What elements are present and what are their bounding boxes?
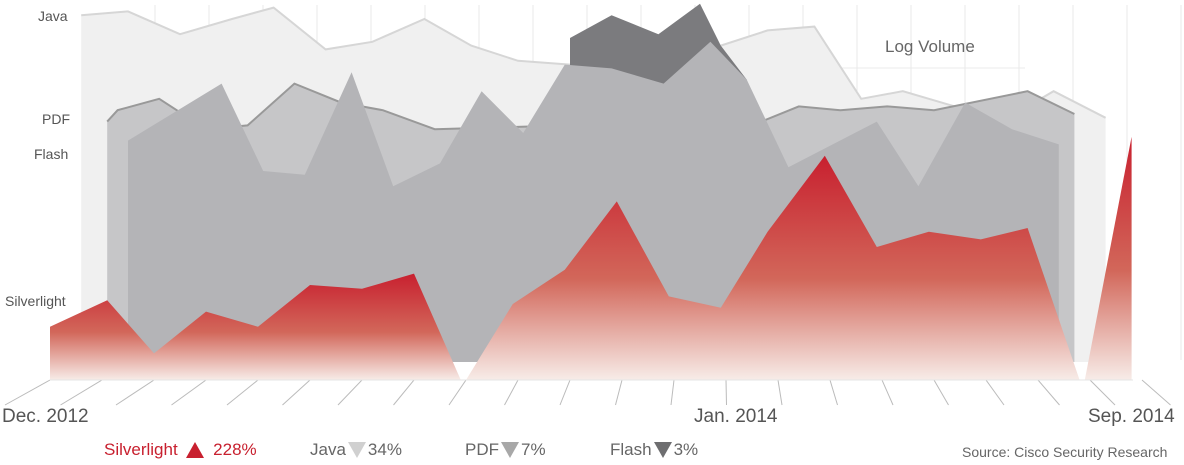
arrow-down-icon [501,442,519,458]
legend-name: Java [310,440,346,459]
x-tick [171,379,207,406]
series-silverlight [466,155,1080,380]
x-tick [282,379,311,406]
legend-silverlight: Silverlight 228% [104,440,257,460]
x-tick [615,379,623,406]
series-silverlight [50,273,461,380]
arrow-down-icon [347,442,366,458]
legend-change: 3% [673,440,699,459]
x-tick [559,379,571,406]
y-label-flash: Flash [34,146,69,162]
source-note: Source: Cisco Security Research [962,444,1168,460]
x-tick [881,379,894,406]
x-tick [448,379,467,406]
x-tick [777,379,783,406]
x-tick [226,379,259,406]
x-tick [1037,379,1060,406]
y-label-java: Java [38,8,68,24]
x-tick [1089,379,1116,406]
y-label-pdf: PDF [42,111,70,127]
series-silverlight [1084,136,1132,380]
x-tick [504,379,519,406]
x-tick [670,379,675,406]
x-tick [115,379,155,406]
arrow-up-icon [186,442,205,458]
legend-pdf: PDF 7% [465,440,546,460]
x-tick [985,379,1005,406]
x-tick [60,379,103,406]
legend-name: Flash [610,440,652,459]
legend-name: PDF [465,440,499,459]
legend-change: 34% [367,440,402,459]
x-tick [4,379,51,406]
legend-java: Java 34% [310,440,402,460]
arrow-down-icon [653,442,672,458]
x-tick-label: Dec. 2012 [2,406,89,427]
legend-name: Silverlight [104,440,178,459]
legend-flash: Flash 3% [610,440,698,460]
x-tick [829,379,838,406]
series-java-line [81,6,1107,123]
x-tick-label: Sep. 2014 [1088,406,1175,427]
x-tick [1141,379,1171,406]
x-tick [933,379,949,406]
legend-change: 228% [213,440,257,459]
x-tick-label: Jan. 2014 [694,406,778,427]
legend-change: 7% [521,440,546,459]
x-tick [337,379,363,406]
chart-title: Log Volume [885,37,975,56]
y-label-silverlight: Silverlight [5,293,66,309]
x-tick [725,379,727,406]
x-tick [393,379,415,406]
